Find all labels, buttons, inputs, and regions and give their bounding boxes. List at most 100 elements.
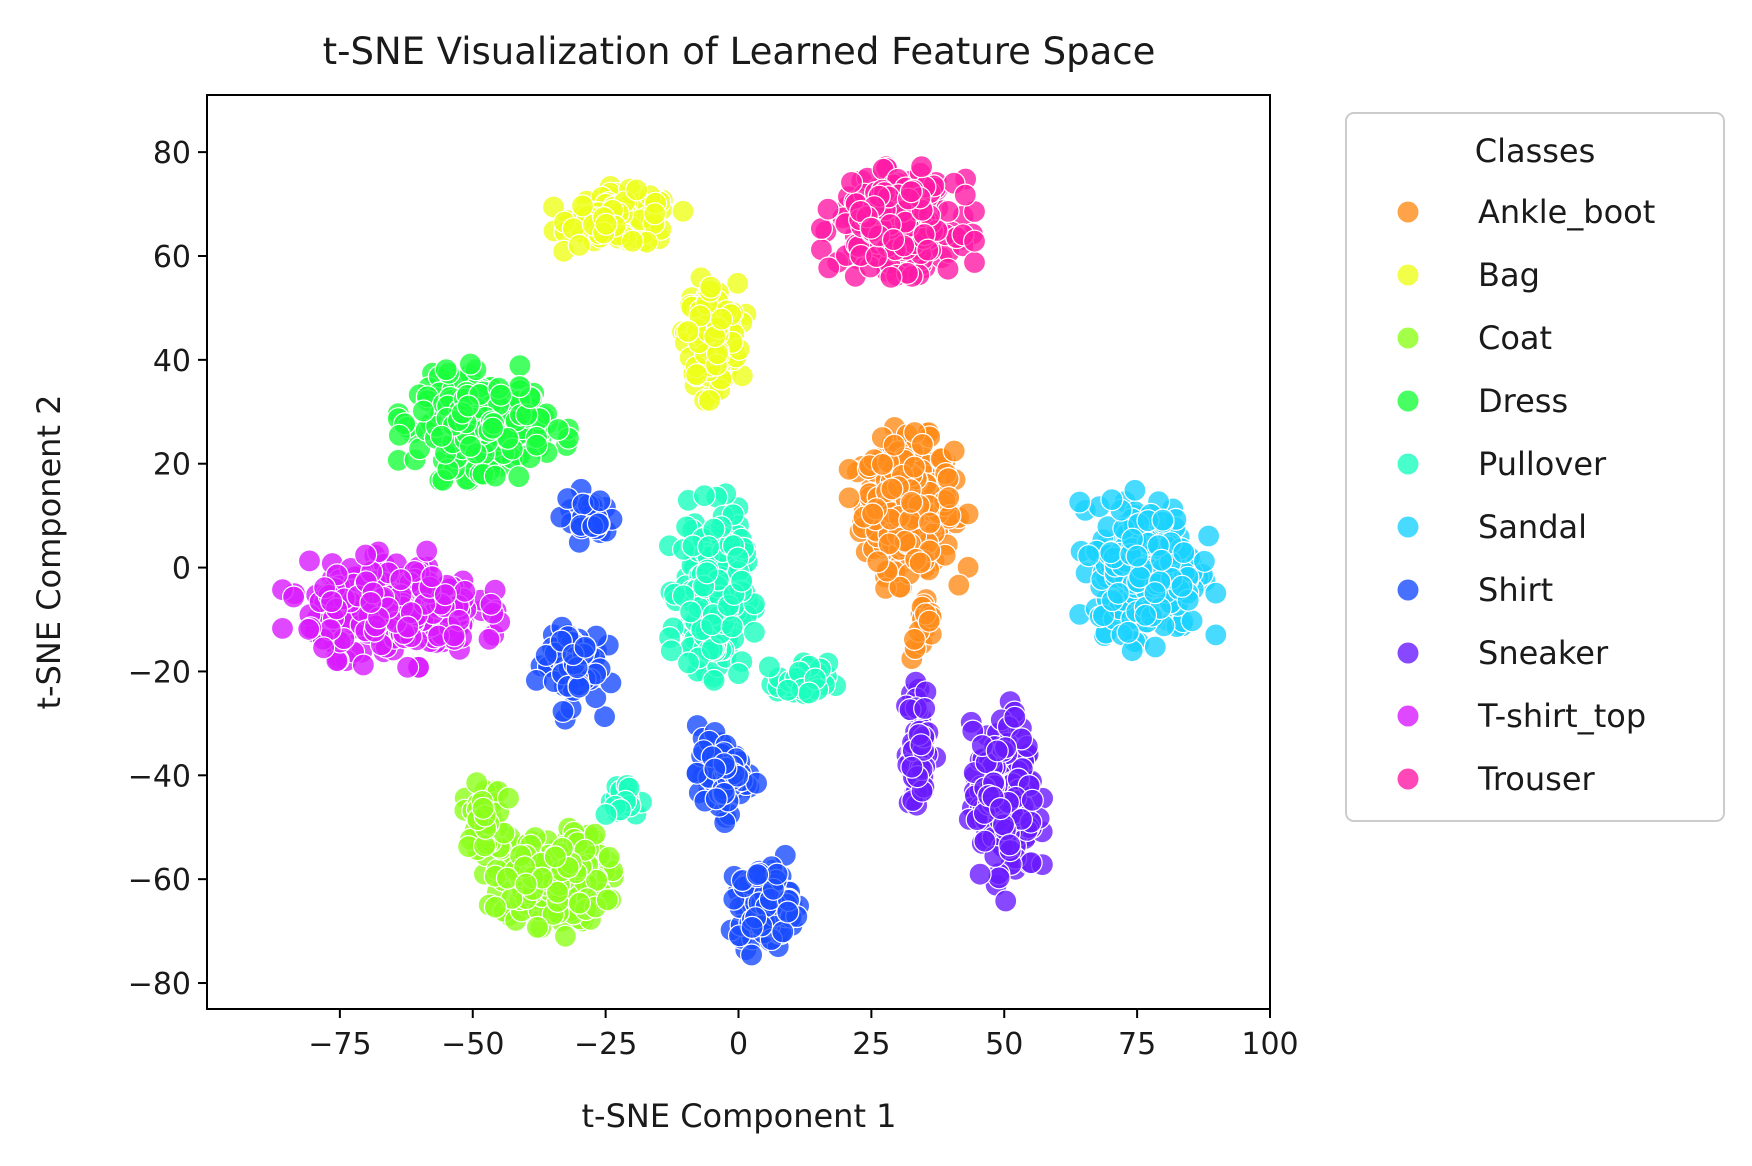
legend-marker [1397,201,1419,223]
data-point [477,627,501,651]
series-ankle-boot [837,415,980,671]
data-point [771,920,795,944]
data-point [962,229,987,253]
data-point [1020,788,1044,812]
data-point [1204,623,1228,647]
data-point [396,655,420,679]
legend-label: T-shirt_top [1477,697,1646,735]
legend-marker [1397,264,1419,286]
series-sneaker [894,670,1055,913]
data-point [953,183,977,207]
data-point [880,477,904,501]
data-point [458,352,482,376]
data-point [1151,508,1175,532]
data-point [1143,635,1167,659]
data-point [456,394,480,418]
data-point [729,569,754,593]
data-point [676,651,701,675]
data-point [586,512,611,536]
data-point [797,681,821,705]
chart-title: t-SNE Visualization of Learned Feature S… [323,30,1156,73]
data-point [567,675,591,699]
data-point [909,733,933,757]
data-point [699,275,723,299]
data-point [1099,540,1123,565]
legend: Classes Ankle_boot Bag Coat Dress Pullover Sa… [1345,112,1725,822]
data-point [697,388,722,412]
data-point [1172,540,1196,565]
data-point [1196,524,1221,548]
data-point [776,900,800,924]
x-tick-label: 100 [1241,1027,1298,1062]
data-point [1125,544,1149,568]
data-point [507,465,531,489]
y-tick-label: −80 [128,967,191,1002]
data-point [987,866,1011,890]
data-point [902,627,927,652]
legend-marker [1397,642,1419,664]
legend-label: Shirt [1478,571,1553,609]
legend-label: Coat [1478,319,1552,357]
data-point [434,358,458,382]
data-point [1003,705,1027,729]
data-point [354,543,378,567]
data-point [902,455,926,479]
data-point [916,238,940,262]
data-point [567,233,591,257]
data-point [546,417,570,442]
data-point [1149,548,1174,572]
data-point [489,383,513,407]
data-point [678,600,703,624]
data-point [864,244,889,269]
data-point [508,354,532,378]
y-axis-ticks: −80 −60 −40 −20 0 20 40 60 80 [128,136,207,1002]
data-point [282,585,306,609]
series-t-shirt-top [270,539,512,679]
data-point [936,257,960,281]
data-point [1180,609,1204,633]
scatter-points [270,155,1228,967]
data-point [570,194,595,218]
data-point [899,490,924,514]
legend-label: Pullover [1478,445,1607,483]
data-point [297,617,321,641]
data-point [543,845,567,869]
data-point [359,590,383,615]
data-point [859,216,883,240]
y-tick-label: −40 [128,759,191,794]
data-point [816,197,840,221]
data-point [726,546,750,570]
data-point [1143,581,1167,605]
data-point [998,833,1022,857]
data-point [988,796,1013,821]
data-point [947,573,971,597]
y-tick-label: 20 [153,448,191,483]
data-point [1204,581,1228,605]
data-point [553,924,578,948]
y-tick-label: 60 [153,240,191,275]
series-trouser [809,155,987,289]
data-point [900,755,924,779]
data-point [411,399,435,423]
data-point [471,796,495,820]
data-point [297,549,322,573]
data-point [817,256,841,280]
data-point [597,845,621,869]
data-point [860,502,885,526]
data-point [625,178,649,202]
data-point [1133,603,1158,627]
data-point [1019,851,1043,875]
data-point [594,212,618,236]
data-point [913,696,937,721]
data-point [584,868,609,892]
data-point [704,787,728,811]
data-point [320,589,344,614]
data-point [1192,549,1217,573]
data-point [525,915,550,940]
legend-label: Ankle_boot [1478,193,1655,231]
data-point [994,889,1018,913]
data-point [1123,478,1147,502]
data-point [937,486,961,510]
data-point [479,592,503,616]
series-sandal [1068,478,1228,663]
